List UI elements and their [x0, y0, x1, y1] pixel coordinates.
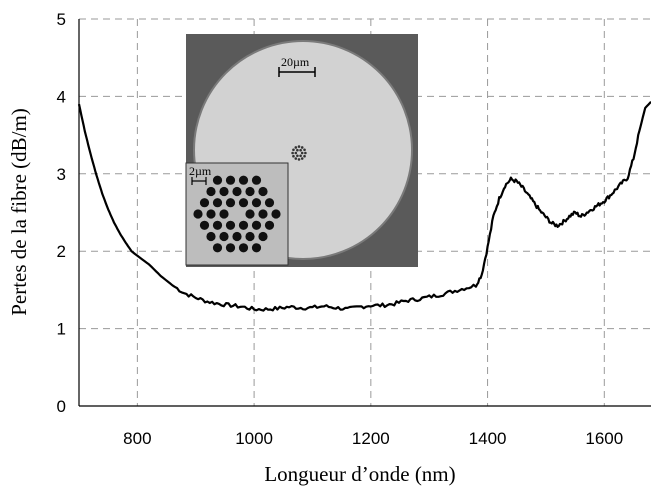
x-tick-labels: 800 1000 1200 1400 1600 [123, 429, 623, 448]
fiber-micrograph-inset: 20µm 2µm [185, 34, 418, 267]
y-tick-labels: 0 1 2 3 4 5 [57, 10, 66, 416]
axes [78, 19, 651, 407]
x-tick-label-1000: 1000 [235, 429, 273, 448]
detail-box [185, 162, 289, 266]
x-tick-label-1400: 1400 [469, 429, 507, 448]
x-tick-label-800: 800 [123, 429, 151, 448]
y-tick-label-4: 4 [57, 87, 66, 106]
x-tick-label-1200: 1200 [352, 429, 390, 448]
x-axis-title: Longueur d’onde (nm) [264, 462, 455, 486]
scale-label-main: 20µm [281, 55, 310, 69]
y-axis-title: Pertes de la fibre (dB/m) [7, 108, 31, 316]
y-tick-label-5: 5 [57, 10, 66, 29]
y-tick-label-2: 2 [57, 242, 66, 261]
x-tick-label-1600: 1600 [585, 429, 623, 448]
y-tick-label-0: 0 [57, 397, 66, 416]
y-tick-label-1: 1 [57, 320, 66, 339]
fiber-core [291, 145, 307, 161]
y-tick-label-3: 3 [57, 165, 66, 184]
series-line-loss [77, 101, 651, 312]
scale-bar-main [278, 67, 316, 77]
scale-label-detail: 2µm [189, 164, 212, 178]
scale-bar-detail [191, 177, 207, 185]
photonic-crystal-holes [193, 175, 281, 253]
